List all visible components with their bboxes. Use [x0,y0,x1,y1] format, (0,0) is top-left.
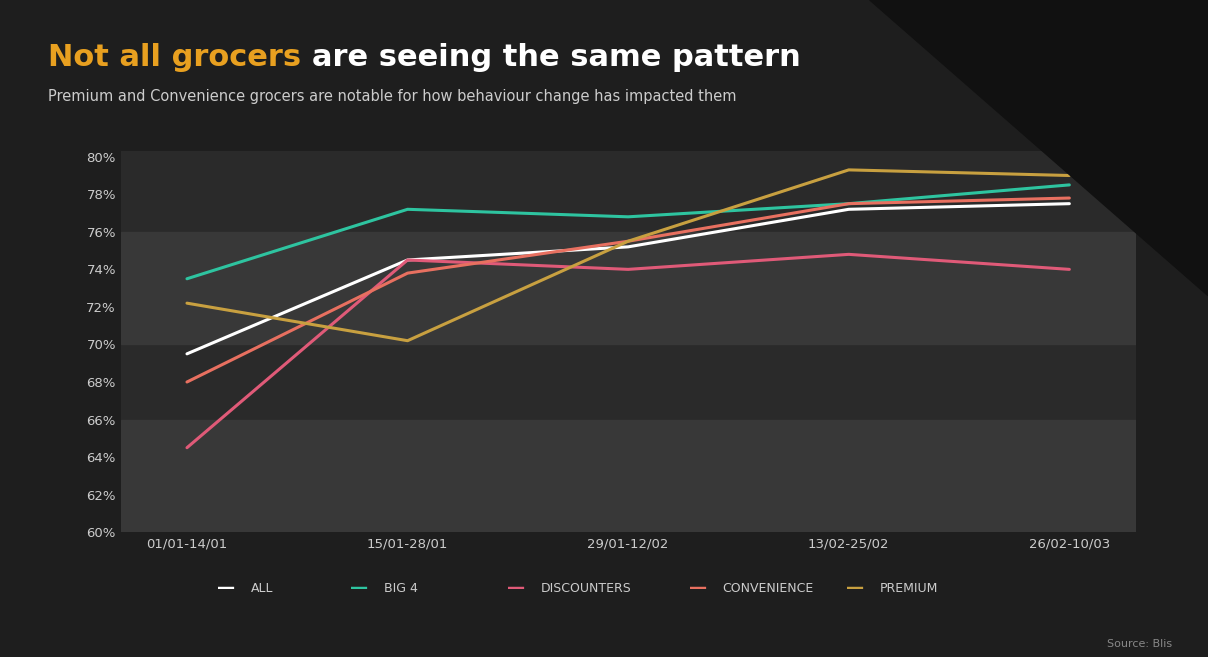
Circle shape [1006,29,1067,89]
Text: DISCOUNTERS: DISCOUNTERS [541,581,632,595]
Text: Premium and Convenience grocers are notable for how behaviour change has impacte: Premium and Convenience grocers are nota… [48,89,737,104]
Text: Source: Blis: Source: Blis [1107,639,1172,649]
Text: —: — [217,579,236,597]
Text: —: — [846,579,864,597]
Text: BIG 4: BIG 4 [384,581,418,595]
Text: CONVENIENCE: CONVENIENCE [722,581,814,595]
Bar [121,232,1136,344]
Text: are seeing the same pattern: are seeing the same pattern [312,43,801,72]
Text: —: — [350,579,368,597]
Bar [121,420,1136,532]
Text: Not all grocers: Not all grocers [48,43,312,72]
Text: A: A [1029,50,1044,68]
Text: —: — [507,579,525,597]
Text: —: — [689,579,707,597]
Text: blis: blis [1045,47,1094,71]
Text: ALL: ALL [251,581,274,595]
Text: PREMIUM: PREMIUM [879,581,937,595]
